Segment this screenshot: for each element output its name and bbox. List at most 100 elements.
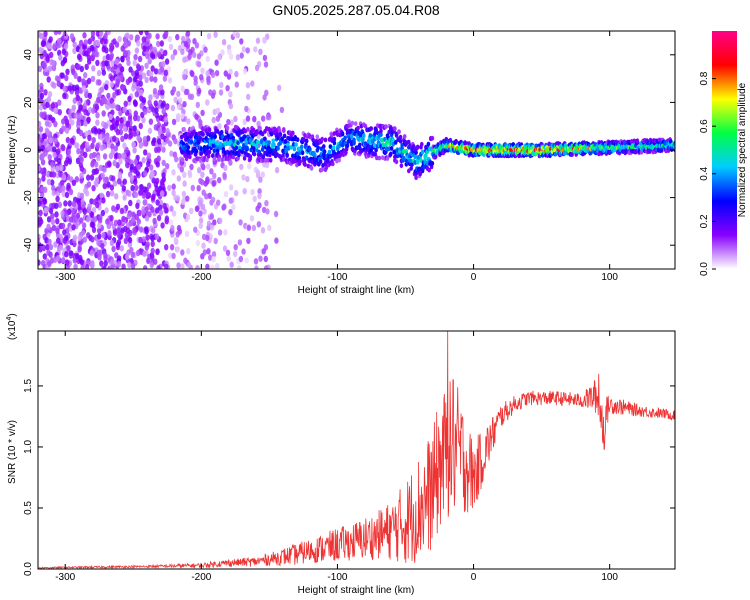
noise-mark [109, 190, 115, 197]
noise-mark [186, 118, 191, 125]
y-tick-label: 40 [23, 49, 34, 61]
noise-mark [102, 265, 107, 269]
spectrogram-ylabel: Frequency (Hz) [7, 116, 18, 185]
noise-mark [83, 109, 88, 116]
noise-mark [47, 260, 52, 267]
noise-mark [112, 159, 117, 167]
x-tick-label: 100 [601, 572, 618, 583]
noise-mark [62, 92, 67, 100]
signal-mark [402, 155, 406, 161]
colorbar-tick-label: 0.0 [699, 262, 710, 276]
noise-mark [182, 56, 187, 63]
noise-mark [239, 38, 244, 45]
signal-mark [300, 144, 304, 150]
noise-mark [171, 183, 176, 190]
colorbar-label: Normalized spectral amplitude [737, 82, 748, 217]
noise-mark [95, 119, 100, 126]
noise-mark [52, 82, 57, 89]
noise-mark [63, 200, 68, 207]
noise-mark [167, 77, 173, 84]
noise-mark [138, 122, 143, 130]
signal-mark [186, 145, 191, 150]
noise-mark [51, 64, 56, 72]
noise-mark [175, 246, 180, 253]
noise-mark [57, 158, 62, 165]
noise-mark [120, 84, 126, 91]
signal-mark [242, 155, 247, 161]
noise-mark [138, 31, 144, 36]
noise-mark [48, 114, 53, 121]
noise-mark [104, 60, 109, 67]
noise-mark [72, 234, 78, 241]
noise-mark [39, 86, 44, 93]
noise-mark [77, 234, 82, 241]
noise-mark [231, 204, 236, 211]
noise-mark [170, 224, 175, 232]
noise-mark [121, 215, 126, 223]
noise-mark [116, 260, 122, 268]
y-tick-label: 0.0 [23, 562, 34, 576]
signal-mark [269, 131, 274, 137]
noise-mark [133, 100, 138, 107]
signal-mark [192, 158, 196, 164]
noise-mark [216, 199, 221, 206]
signal-mark [374, 128, 378, 133]
signal-mark [303, 162, 307, 167]
noise-mark [111, 245, 116, 253]
noise-mark [247, 163, 252, 170]
noise-mark [254, 64, 260, 72]
noise-mark [161, 172, 166, 179]
noise-mark [97, 233, 102, 240]
noise-mark [76, 53, 82, 61]
signal-mark [237, 145, 242, 151]
noise-mark [40, 40, 46, 47]
noise-mark [97, 227, 102, 234]
noise-mark [210, 71, 216, 79]
noise-mark [95, 39, 101, 47]
noise-mark [194, 42, 200, 49]
signal-mark [251, 127, 256, 133]
noise-mark [250, 188, 255, 196]
noise-mark [78, 47, 84, 55]
signal-mark [374, 147, 378, 153]
signal-mark [225, 125, 230, 131]
noise-mark [205, 55, 210, 63]
noise-mark [274, 237, 279, 244]
noise-mark [79, 172, 84, 179]
noise-mark [182, 101, 187, 108]
noise-mark [122, 194, 127, 201]
noise-mark [153, 76, 158, 83]
noise-mark [171, 189, 176, 196]
noise-mark [38, 65, 43, 72]
signal-mark [218, 145, 222, 151]
signal-mark [350, 120, 355, 126]
noise-mark [138, 74, 143, 82]
noise-mark [144, 76, 149, 84]
noise-mark [141, 157, 146, 164]
signal-mark [377, 155, 382, 161]
signal-mark [234, 145, 239, 151]
noise-mark [78, 104, 83, 111]
noise-mark [83, 72, 88, 79]
noise-mark [109, 75, 115, 82]
noise-mark [228, 91, 233, 98]
signal-mark [320, 167, 325, 173]
noise-mark [38, 200, 42, 207]
signal-mark [340, 131, 345, 137]
signal-mark [300, 150, 305, 156]
noise-mark [126, 59, 131, 66]
noise-mark [185, 195, 190, 202]
noise-mark [136, 40, 141, 47]
noise-mark [164, 263, 169, 269]
noise-mark [40, 259, 46, 267]
noise-mark [73, 216, 78, 223]
noise-mark [206, 33, 212, 40]
noise-mark [50, 212, 55, 220]
noise-mark [182, 73, 187, 81]
noise-mark [111, 102, 116, 109]
noise-mark [186, 247, 191, 255]
signal-mark [198, 136, 203, 142]
noise-mark [92, 216, 98, 223]
noise-mark [171, 86, 177, 93]
noise-mark [138, 80, 143, 87]
